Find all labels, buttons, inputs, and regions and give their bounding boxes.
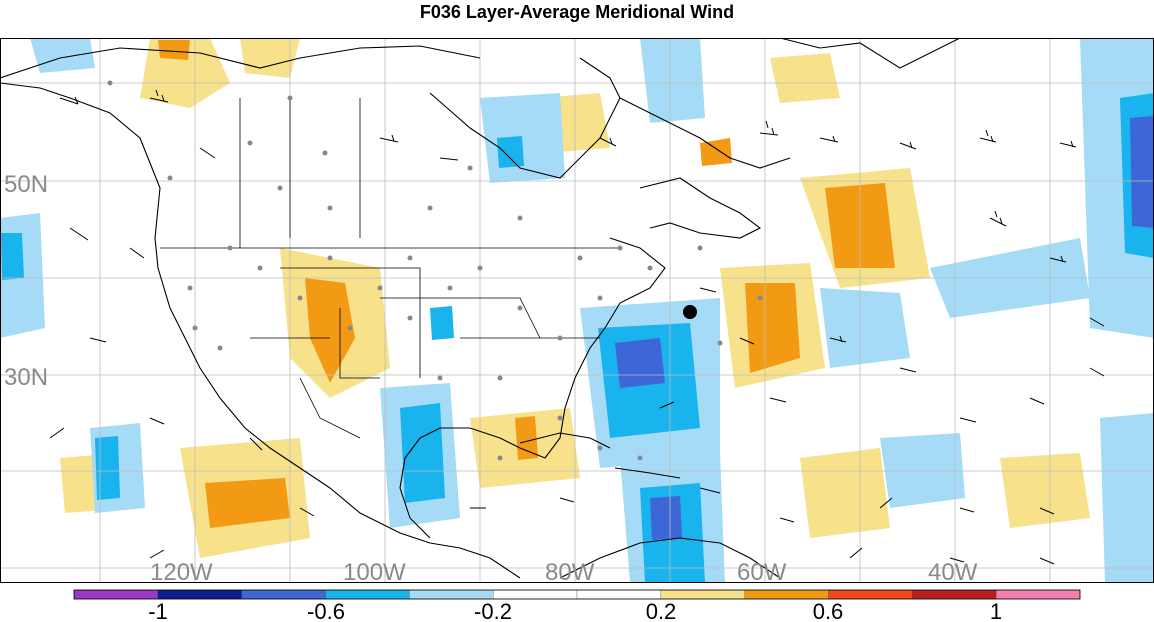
negative-region — [30, 38, 95, 73]
lon-label-60w: 60W — [737, 559, 787, 583]
negative-region — [480, 93, 565, 183]
negative-core — [430, 306, 454, 340]
negative-core — [400, 403, 445, 503]
colorbar-label: -0.6 — [307, 599, 345, 622]
colorbar-cell — [576, 589, 661, 600]
negative-core — [1, 233, 24, 280]
colorbar-cell — [493, 589, 578, 600]
colorbar-label: 1 — [990, 599, 1002, 622]
positive-region — [240, 38, 300, 78]
negative-region — [820, 288, 910, 368]
colorbar-label: -1 — [148, 599, 168, 622]
negative-strong-core — [650, 496, 682, 540]
lon-label-80w: 80W — [545, 559, 595, 583]
colorbar-label: 0.2 — [646, 599, 677, 622]
lon-label-40w: 40W — [928, 559, 978, 583]
positive-core — [515, 416, 538, 460]
colorbar-cell — [996, 589, 1081, 600]
colorbar-frame — [73, 589, 1081, 600]
lon-label-120w: 120W — [150, 559, 213, 583]
negative-strong-core — [615, 338, 665, 388]
positive-region — [1000, 453, 1090, 528]
anomaly-fill-layer — [0, 38, 1154, 583]
political-borders — [160, 98, 620, 439]
colorbar-cell — [409, 589, 494, 600]
colorbar-cells — [73, 589, 1081, 600]
lon-label-100w: 100W — [343, 559, 406, 583]
colorbar-cell — [73, 589, 158, 600]
positive-core — [745, 283, 800, 373]
negative-core — [497, 136, 524, 168]
lat-label-30n: 30N — [4, 364, 48, 391]
map-panel: 50N 30N 120W 100W 80W 60W 40W — [0, 38, 1154, 583]
negative-strong-core — [1130, 116, 1154, 228]
negative-region — [640, 38, 705, 123]
colorbar-cell — [660, 589, 745, 600]
colorbar-cell — [828, 589, 913, 600]
positive-region — [770, 53, 840, 103]
coastlines — [0, 38, 961, 579]
positive-core — [205, 478, 290, 528]
station-dots — [107, 80, 763, 461]
negative-core — [95, 436, 120, 500]
colorbar-cell — [912, 589, 997, 600]
wind-barbs — [49, 89, 1105, 565]
colorbar: -1 -0.6 -0.2 0.2 0.6 1 — [73, 589, 1081, 622]
lat-label-50n: 50N — [4, 171, 48, 198]
colorbar-label: -0.2 — [474, 599, 512, 622]
negative-region — [1100, 413, 1154, 583]
colorbar-cell — [241, 589, 326, 600]
colorbar-label: 0.6 — [813, 599, 844, 622]
colorbar-cell — [325, 589, 410, 600]
lat-lon-grid — [0, 38, 1154, 583]
negative-region — [880, 433, 965, 508]
location-marker — [683, 305, 697, 319]
chart-title: F036 Layer-Average Meridional Wind — [419, 2, 735, 22]
colorbar-cell — [157, 589, 242, 600]
positive-core — [158, 40, 190, 60]
colorbar-cell — [744, 589, 829, 600]
positive-region — [800, 448, 890, 538]
positive-core — [700, 138, 732, 166]
positive-core — [305, 278, 355, 383]
